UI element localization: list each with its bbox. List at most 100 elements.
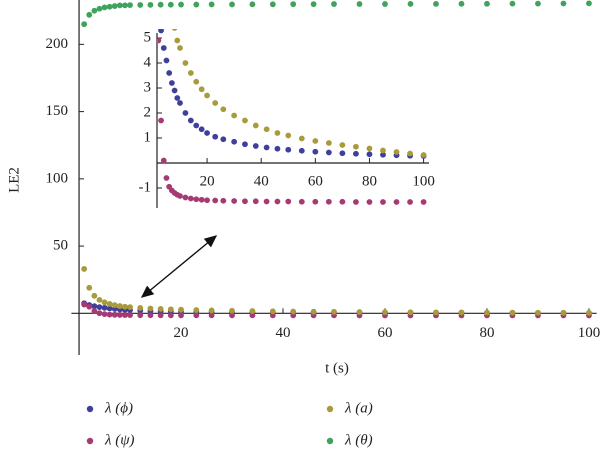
data-point <box>167 312 174 319</box>
y-tick-label: 50 <box>53 238 68 254</box>
data-point <box>116 312 123 318</box>
data-point <box>339 142 346 148</box>
data-point <box>212 100 219 106</box>
data-point <box>193 312 200 319</box>
data-point <box>356 1 363 7</box>
data-point <box>290 1 297 8</box>
x-tick-label: 100 <box>412 173 435 189</box>
data-point <box>269 308 276 315</box>
data-point <box>208 307 215 314</box>
data-point <box>153 0 159 3</box>
data-point <box>157 312 164 319</box>
data-point <box>274 130 281 136</box>
data-point <box>177 45 183 51</box>
data-point <box>263 198 270 205</box>
y-tick-label: 100 <box>46 170 69 186</box>
data-point <box>242 198 248 205</box>
data-point <box>382 1 388 7</box>
data-point <box>127 304 133 311</box>
data-point <box>157 1 164 8</box>
data-point <box>285 146 292 153</box>
data-point <box>106 311 113 318</box>
data-point <box>86 284 93 291</box>
data-point <box>212 133 219 140</box>
data-point <box>147 312 154 319</box>
data-point <box>122 2 128 9</box>
data-point <box>127 312 133 318</box>
data-point <box>231 138 238 145</box>
data-point <box>101 304 108 311</box>
data-point <box>229 307 235 314</box>
data-point <box>331 308 337 315</box>
data-point <box>158 29 164 34</box>
data-point <box>193 196 200 203</box>
x-axis-label: t (s) <box>325 360 349 376</box>
data-point <box>263 144 270 151</box>
data-point <box>285 198 292 205</box>
data-point <box>274 198 281 205</box>
x-tick-label: 80 <box>362 173 377 189</box>
x-tick-label: 60 <box>308 173 323 189</box>
data-point <box>312 198 319 205</box>
data-point <box>433 0 439 7</box>
data-point <box>420 152 427 158</box>
data-point <box>208 1 215 8</box>
data-point <box>81 21 88 28</box>
data-point <box>160 157 167 164</box>
data-point <box>366 151 373 158</box>
data-point <box>187 195 194 202</box>
data-point <box>382 309 388 316</box>
data-point <box>433 309 439 316</box>
data-point <box>81 301 88 308</box>
data-point <box>166 70 173 76</box>
data-point <box>96 5 103 12</box>
data-point <box>91 292 98 299</box>
data-point <box>366 199 373 205</box>
data-point <box>174 95 181 101</box>
data-point <box>91 7 98 14</box>
data-point <box>177 100 183 106</box>
x-tick-label: 100 <box>578 325 600 341</box>
x-tick-label: 20 <box>174 325 189 341</box>
data-point <box>366 145 373 152</box>
data-point <box>535 309 541 316</box>
legend-label: λ (ϕ) <box>104 400 133 416</box>
data-point <box>106 301 113 307</box>
data-point <box>407 199 413 205</box>
data-point <box>231 198 238 204</box>
y-tick-label: 4 <box>144 54 152 70</box>
data-point <box>111 311 118 318</box>
data-point <box>101 299 108 306</box>
data-point <box>249 312 256 319</box>
data-point <box>96 304 103 311</box>
data-point <box>204 197 210 204</box>
data-point <box>198 196 205 203</box>
data-point <box>229 312 235 319</box>
data-point <box>484 309 490 316</box>
data-point <box>310 308 317 315</box>
data-point <box>193 307 200 313</box>
data-point <box>147 1 154 8</box>
data-point <box>242 141 248 148</box>
data-point <box>356 309 363 315</box>
legend-marker <box>86 405 94 413</box>
data-point <box>91 303 98 310</box>
legend-label: λ (ψ) <box>104 432 135 448</box>
data-point <box>208 312 215 319</box>
data-point <box>171 29 178 31</box>
data-point <box>252 143 259 149</box>
data-point <box>312 138 319 144</box>
data-point <box>269 1 276 8</box>
data-point <box>193 78 200 85</box>
data-point <box>586 309 592 316</box>
y-axis-label: LE2 <box>6 167 22 193</box>
data-point <box>163 175 170 181</box>
data-point <box>285 132 292 139</box>
data-point <box>458 309 465 316</box>
y-tick-label: 2 <box>144 104 152 120</box>
data-point <box>163 57 170 64</box>
data-point <box>204 92 210 99</box>
data-point <box>298 135 305 142</box>
x-tick-label: 40 <box>276 325 291 341</box>
